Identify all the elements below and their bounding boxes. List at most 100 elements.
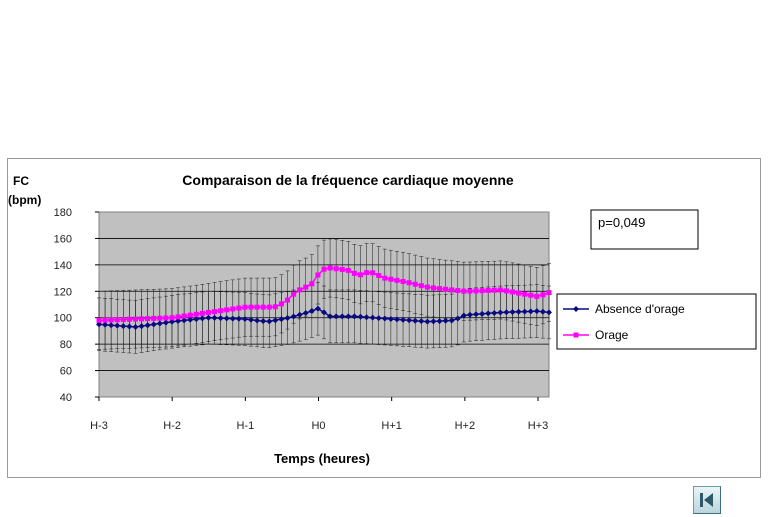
p-value-text: p=0,049 <box>598 215 645 230</box>
legend-marker-square <box>573 332 579 338</box>
data-point-absence <box>539 308 546 315</box>
y-tick-label: 40 <box>60 392 72 404</box>
data-point-orage <box>333 266 339 272</box>
data-point-absence <box>412 317 419 324</box>
data-point-absence <box>108 322 115 329</box>
legend-label: Orage <box>595 328 629 342</box>
y-axis-label-line2: (bpm) <box>8 193 41 207</box>
data-point-absence <box>357 313 364 320</box>
chart-svg: Comparaison de la fréquence cardiaque mo… <box>8 172 757 466</box>
data-point-absence <box>96 321 102 328</box>
data-point-orage <box>291 291 297 297</box>
data-point-orage <box>351 270 357 276</box>
data-point-orage <box>126 316 132 322</box>
data-point-absence <box>442 317 449 324</box>
data-point-orage <box>266 304 272 310</box>
y-tick-label: 100 <box>54 313 72 325</box>
data-point-absence <box>381 315 388 322</box>
data-point-orage <box>151 315 157 321</box>
data-point-absence <box>205 314 212 321</box>
data-point-absence <box>132 323 139 330</box>
data-point-absence <box>321 309 327 316</box>
x-tick-label: H+3 <box>528 420 549 432</box>
data-point-absence <box>126 323 133 330</box>
data-point-absence <box>260 318 267 325</box>
data-point-absence <box>430 318 437 325</box>
data-point-absence <box>229 315 236 322</box>
data-point-orage <box>193 311 199 317</box>
data-point-orage <box>187 312 193 318</box>
data-point-absence <box>150 321 157 328</box>
data-point-absence <box>485 310 492 317</box>
data-point-orage <box>503 288 509 294</box>
data-point-orage <box>546 290 552 296</box>
data-point-orage <box>364 270 370 276</box>
skip-back-icon <box>700 493 713 507</box>
data-point-orage <box>461 288 467 294</box>
data-point-orage <box>242 304 248 310</box>
data-point-absence <box>533 308 540 315</box>
data-point-orage <box>491 287 497 293</box>
data-point-absence <box>369 314 376 321</box>
data-point-absence <box>114 322 121 329</box>
data-point-absence <box>473 311 480 318</box>
p-value-box: p=0,049 <box>590 209 699 250</box>
data-point-orage <box>473 288 479 294</box>
data-point-orage <box>139 316 145 322</box>
data-point-absence <box>290 313 297 320</box>
data-point-absence <box>187 316 194 323</box>
data-point-orage <box>528 292 534 298</box>
data-point-absence <box>308 307 315 314</box>
data-point-absence <box>515 308 522 315</box>
data-point-orage <box>114 317 120 323</box>
y-tick-label: 180 <box>54 207 72 219</box>
data-point-orage <box>248 304 254 310</box>
data-point-orage <box>430 285 436 291</box>
data-point-absence <box>266 318 273 325</box>
data-point-absence <box>314 305 321 312</box>
data-point-absence <box>327 313 334 320</box>
data-point-absence <box>199 315 206 322</box>
legend-marker-diamond <box>573 306 579 312</box>
data-point-absence <box>363 314 370 321</box>
data-point-absence <box>144 322 151 329</box>
legend-box <box>556 293 757 350</box>
chart-frame: Comparaison de la fréquence cardiaque mo… <box>7 158 761 478</box>
x-tick-label: H+1 <box>381 420 402 432</box>
data-point-orage <box>540 292 546 298</box>
data-point-absence <box>181 317 188 324</box>
y-tick-label: 140 <box>54 260 72 272</box>
data-point-absence <box>406 317 413 324</box>
data-point-orage <box>345 267 351 273</box>
data-point-orage <box>534 293 540 299</box>
data-point-orage <box>455 288 461 294</box>
x-tick-label: H-1 <box>236 420 254 432</box>
data-point-orage <box>145 316 151 322</box>
data-point-absence <box>162 319 169 326</box>
data-point-orage <box>218 308 224 314</box>
data-point-absence <box>296 311 303 318</box>
data-point-orage <box>406 280 412 286</box>
data-point-absence <box>424 318 431 325</box>
data-point-orage <box>236 305 242 311</box>
data-point-orage <box>199 310 205 316</box>
data-point-orage <box>132 316 138 322</box>
data-point-absence <box>546 309 552 316</box>
data-point-absence <box>284 315 291 322</box>
data-point-absence <box>156 320 163 327</box>
data-point-orage <box>522 291 528 297</box>
data-point-orage <box>382 275 388 281</box>
data-point-orage <box>309 281 315 287</box>
y-tick-label: 80 <box>60 339 72 351</box>
data-point-orage <box>467 288 473 294</box>
data-point-absence <box>217 315 224 322</box>
y-axis-label-line1: FC <box>13 174 29 188</box>
y-tick-label: 160 <box>54 233 72 245</box>
data-point-absence <box>339 313 346 320</box>
data-point-orage <box>315 272 321 278</box>
data-point-orage <box>394 277 400 283</box>
data-point-absence <box>278 316 285 323</box>
data-point-orage <box>260 304 266 310</box>
back-to-start-button[interactable] <box>693 486 721 514</box>
data-point-orage <box>96 317 102 323</box>
